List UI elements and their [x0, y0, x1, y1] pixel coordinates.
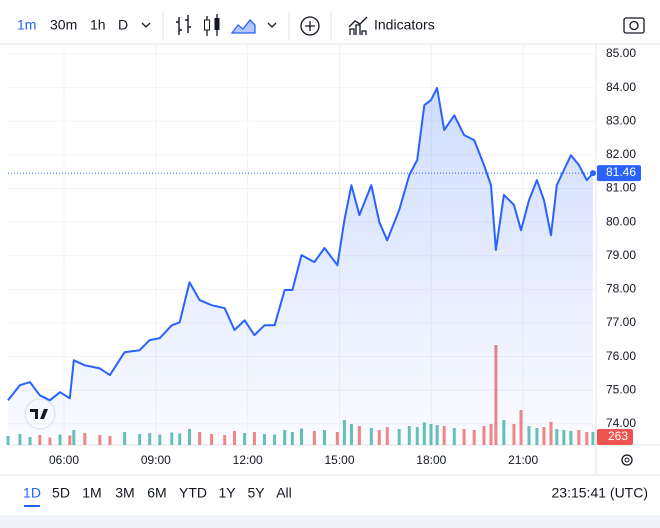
x-tick-label: 18:00: [416, 453, 446, 467]
interval-button[interactable]: 1h: [90, 17, 106, 33]
last-price-box: [597, 165, 641, 182]
camera-icon[interactable]: [629, 20, 639, 31]
range-button[interactable]: YTD: [179, 485, 207, 501]
range-button[interactable]: 1D: [23, 485, 41, 501]
x-tick-label: 12:00: [233, 453, 263, 467]
range-button[interactable]: 1M: [82, 485, 101, 501]
y-tick-label: 80.00: [606, 214, 636, 228]
dropdown-icon[interactable]: [267, 22, 277, 28]
y-tick-label: 74.00: [606, 416, 636, 430]
bottom-strip: [0, 515, 660, 528]
clock: 23:15:41 (UTC): [552, 485, 648, 501]
range-button[interactable]: 3M: [115, 485, 134, 501]
price-line: [7, 87, 594, 402]
range-button[interactable]: 6M: [147, 485, 166, 501]
range-button[interactable]: 1Y: [218, 485, 236, 501]
y-tick-label: 81.00: [606, 181, 636, 195]
dropdown-icon[interactable]: [141, 22, 151, 28]
y-tick-label: 78.00: [606, 282, 636, 296]
volume-bar: [591, 431, 595, 445]
y-tick-label: 77.00: [606, 315, 636, 329]
indicators-button[interactable]: Indicators: [374, 17, 435, 33]
range-button[interactable]: 5D: [52, 485, 70, 501]
last-volume-label: 263: [608, 429, 628, 443]
settings-icon[interactable]: [621, 454, 633, 466]
range-button[interactable]: 5Y: [247, 485, 265, 501]
y-tick-label: 79.00: [606, 248, 636, 262]
x-tick-label: 06:00: [49, 453, 79, 467]
indicators-icon[interactable]: [348, 16, 368, 35]
y-tick-label: 75.00: [606, 382, 636, 396]
interval-button[interactable]: 1m: [17, 17, 36, 33]
candles-icon[interactable]: [204, 19, 210, 31]
x-tick-label: 21:00: [508, 453, 538, 467]
last-price-label: 81.46: [606, 165, 636, 179]
y-tick-label: 85.00: [606, 46, 636, 60]
candles-icon[interactable]: [214, 18, 220, 30]
y-tick-label: 82.00: [606, 147, 636, 161]
camera-icon[interactable]: [623, 17, 645, 34]
last-point: [589, 170, 596, 177]
price-area: [8, 88, 593, 445]
interval-button[interactable]: D: [118, 17, 128, 33]
plot: [6, 45, 596, 445]
x-tick-label: 15:00: [324, 453, 354, 467]
last-volume-box: [597, 429, 633, 445]
range-button[interactable]: All: [276, 485, 292, 501]
add-icon[interactable]: [305, 21, 315, 31]
y-tick-label: 84.00: [606, 80, 636, 94]
y-tick-label: 76.00: [606, 349, 636, 363]
add-icon[interactable]: [300, 16, 320, 36]
settings-icon[interactable]: [624, 457, 630, 463]
area-icon[interactable]: [230, 19, 256, 34]
x-tick-label: 09:00: [141, 453, 171, 467]
y-tick-label: 83.00: [606, 113, 636, 127]
bars-icon[interactable]: [176, 15, 191, 35]
interval-button[interactable]: 30m: [50, 17, 77, 33]
